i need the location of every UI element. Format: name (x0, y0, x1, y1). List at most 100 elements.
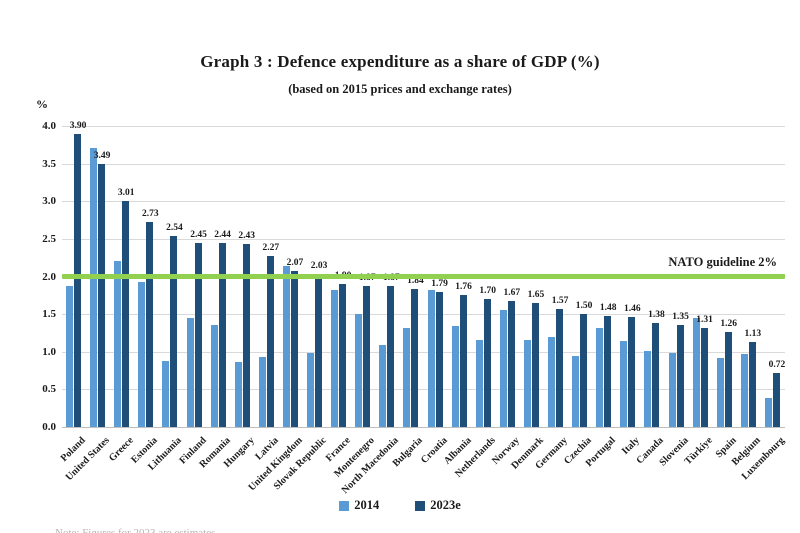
bar-2023e (387, 286, 395, 427)
bar-2014 (258, 357, 266, 427)
legend-swatch-2014 (339, 500, 350, 511)
bar-2014 (210, 325, 218, 427)
bar-2023e (339, 284, 347, 427)
bar-group-united-states: 3.49 (86, 126, 110, 427)
bar-2023e (218, 243, 226, 427)
bar-2014 (523, 340, 531, 427)
bar-group-croatia: 1.79 (424, 126, 448, 427)
bar-value-label: 1.38 (648, 310, 665, 321)
bar-value-label: 1.79 (431, 279, 448, 290)
bar-2014 (620, 341, 628, 427)
bar-2014 (668, 353, 676, 427)
bar-2023e (483, 299, 491, 427)
bar-value-label: 3.01 (117, 187, 135, 198)
bar-group-slovak-republic: 2.03 (303, 126, 327, 427)
bar-group-hungary: 2.43 (231, 126, 255, 427)
bar-2023e (315, 274, 322, 427)
bar-value-label: 2.45 (190, 229, 207, 240)
bar-2014 (355, 314, 363, 427)
bar-2014 (427, 290, 435, 427)
bar-value-label: 3.49 (93, 151, 111, 162)
bar-value-label: 2.43 (238, 231, 255, 242)
y-axis-labels: 4.0 3.5 3.0 2.5 2.0 1.5 1.0 0.5 0.0 (20, 120, 56, 433)
bar-group-slovenia: 1.35 (665, 126, 689, 427)
legend-label-2014: 2014 (354, 498, 380, 512)
bar-2014 (572, 356, 580, 427)
bar-2023e (724, 332, 732, 427)
bar-group-norway: 1.67 (496, 126, 520, 427)
bar-2014 (475, 340, 483, 427)
bar-group-denmark: 1.65 (520, 126, 544, 427)
gridline (62, 314, 785, 316)
bar-2014 (403, 328, 411, 427)
bar-value-label: 1.57 (551, 295, 569, 306)
bar-value-label: 1.31 (696, 315, 713, 326)
bar-value-label: 1.35 (672, 312, 689, 323)
bar-group-romania: 2.44 (207, 126, 231, 427)
bar-group-estonia: 2.73 (134, 126, 159, 427)
bar-2023e (194, 242, 202, 427)
bar-2014 (379, 344, 387, 427)
bar-2014 (307, 352, 314, 427)
bar-2023e (411, 288, 419, 427)
bar-value-label: 0.72 (768, 359, 786, 370)
legend-label-2023e: 2023e (430, 498, 461, 512)
bar-2014 (499, 310, 507, 427)
bar-2023e (242, 244, 250, 427)
bar-2023e (459, 294, 467, 427)
bar-group-czechia: 1.50 (568, 126, 592, 427)
bar-group-albania: 1.76 (448, 126, 472, 427)
bar-2014 (740, 354, 748, 427)
bar-2023e (435, 292, 443, 427)
bar-2023e (507, 301, 515, 427)
bar-value-label: 2.73 (141, 208, 159, 219)
gridline (62, 201, 785, 203)
bar-2023e (652, 323, 660, 427)
y-tick-label: 1.0 (42, 345, 56, 358)
plot-area: NATO guideline 2% 3.90 3.49 3.01 2.73 2.54 2.… (62, 121, 785, 428)
y-tick-label: 2.5 (42, 232, 56, 245)
bar-value-label: 1.65 (527, 289, 545, 300)
bar-group-spain: 1.26 (713, 126, 737, 427)
bar-group-poland: 3.90 (62, 121, 86, 427)
bar-value-label: 1.70 (479, 286, 496, 297)
x-axis-labels: Poland United States Greece Estonia Lithuani… (59, 428, 787, 506)
chart-title: Graph 3 : Defence expenditure as a share… (200, 52, 600, 71)
y-tick-label: 3.5 (42, 157, 56, 170)
footnote-partial: Note: Figures for 2023 are estimates. (55, 527, 219, 533)
bar-group-latvia: 2.27 (255, 126, 279, 427)
y-tick-label: 0.0 (42, 421, 56, 433)
nato-guideline-line (62, 274, 785, 279)
bar-2023e (98, 164, 106, 427)
bar-value-label: 1.76 (455, 281, 472, 292)
bar-2014 (282, 265, 290, 427)
y-tick-label: 2.0 (42, 270, 56, 283)
bar-group-germany: 1.57 (544, 126, 568, 427)
bar-2023e (604, 315, 612, 427)
bar-value-label: 1.13 (744, 328, 762, 339)
bar-group-luxembourg: 0.72 (761, 126, 785, 427)
bar-group-netherlands: 1.70 (472, 126, 496, 427)
gridline (62, 126, 785, 127)
bar-2023e (580, 314, 588, 427)
legend-swatch-2023e (415, 500, 426, 511)
bar-value-label: 1.67 (503, 288, 521, 299)
bar-2023e (556, 308, 563, 427)
bar-2014 (644, 351, 652, 427)
bar-value-label: 1.26 (720, 319, 737, 330)
bar-group-united-kingdom: 2.07 (279, 126, 303, 427)
bar-2023e (266, 256, 274, 427)
bar-value-label: 2.54 (166, 222, 183, 233)
nato-guideline-label: NATO guideline 2% (668, 254, 777, 269)
bar-2023e (700, 328, 708, 427)
bar-value-label: 3.90 (69, 120, 87, 131)
bar-2014 (66, 285, 73, 427)
bar-2014 (90, 147, 98, 427)
bar-value-label: 2.27 (262, 243, 280, 254)
legend: 2014 2023e (0, 498, 800, 513)
bar-group-türkiye: 1.31 (689, 126, 713, 427)
bar-2014 (114, 260, 122, 427)
bar-value-label: 1.48 (599, 302, 617, 313)
bar-value-label: 2.07 (286, 258, 304, 269)
